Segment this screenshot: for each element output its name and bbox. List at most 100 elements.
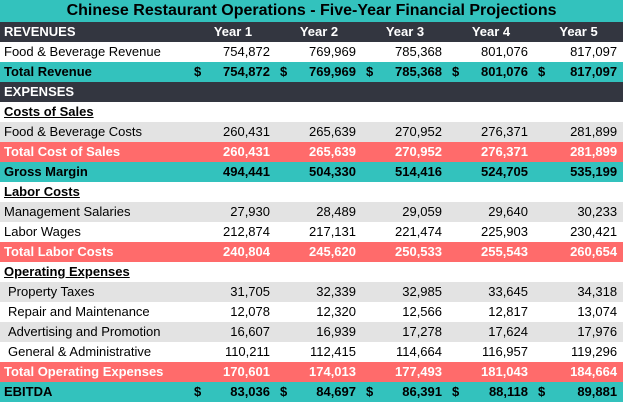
year-5-value: 817,097 <box>534 42 623 62</box>
year-5-value: 230,421 <box>534 222 623 242</box>
year-3-value: 270,952 <box>362 142 448 162</box>
year-2-value: 245,620 <box>276 242 362 262</box>
year-5-value: 119,296 <box>534 342 623 362</box>
currency-symbol: $ <box>534 382 552 402</box>
year-2-value: 84,697 <box>294 382 362 402</box>
year-3-value: 29,059 <box>362 202 448 222</box>
total-revenue-row: Total Revenue $ 754,872 $ 769,969 $ 785,… <box>0 62 623 82</box>
year-3-value: 785,368 <box>380 62 448 82</box>
year-5-value: 34,318 <box>534 282 623 302</box>
year-5-value: 13,074 <box>534 302 623 322</box>
operating-expenses-section-row: Operating Expenses <box>0 262 623 282</box>
year-1-value: 260,431 <box>190 142 276 162</box>
section-heading: Costs of Sales <box>0 102 623 122</box>
year-2-value: 769,969 <box>294 62 362 82</box>
year-1-value: 170,601 <box>190 362 276 382</box>
year-3-value: 250,533 <box>362 242 448 262</box>
year-2-value: 769,969 <box>276 42 362 62</box>
revenues-header-row: REVENUES Year 1 Year 2 Year 3 Year 4 Yea… <box>0 22 623 42</box>
labor-wages-row: Labor Wages 212,874 217,131 221,474 225,… <box>0 222 623 242</box>
currency-symbol: $ <box>276 382 294 402</box>
advertising-promotion-row: Advertising and Promotion 16,607 16,939 … <box>0 322 623 342</box>
year-3-value: 514,416 <box>362 162 448 182</box>
total-cost-of-sales-row: Total Cost of Sales 260,431 265,639 270,… <box>0 142 623 162</box>
year-3-value: 221,474 <box>362 222 448 242</box>
year-1-value: 16,607 <box>190 322 276 342</box>
year-2-value: 217,131 <box>276 222 362 242</box>
year-5-value: 89,881 <box>552 382 623 402</box>
year-4-value: 181,043 <box>448 362 534 382</box>
year-2-value: 265,639 <box>276 122 362 142</box>
year-4-value: 29,640 <box>448 202 534 222</box>
year-5-value: 17,976 <box>534 322 623 342</box>
year-3-value: 86,391 <box>380 382 448 402</box>
year-2-value: 16,939 <box>276 322 362 342</box>
revenues-label: REVENUES <box>0 22 190 42</box>
general-administrative-row: General & Administrative 110,211 112,415… <box>0 342 623 362</box>
year-3-value: 785,368 <box>362 42 448 62</box>
currency-symbol: $ <box>448 382 466 402</box>
year-4-value: 33,645 <box>448 282 534 302</box>
year-3-value: 114,664 <box>362 342 448 362</box>
row-label: Property Taxes <box>0 282 190 302</box>
section-heading: Labor Costs <box>0 182 623 202</box>
year-3-value: 32,985 <box>362 282 448 302</box>
row-label: Total Cost of Sales <box>0 142 190 162</box>
year-2-value: 28,489 <box>276 202 362 222</box>
total-labor-costs-row: Total Labor Costs 240,804 245,620 250,53… <box>0 242 623 262</box>
labor-costs-section-row: Labor Costs <box>0 182 623 202</box>
year-4-value: 17,624 <box>448 322 534 342</box>
food-beverage-costs-row: Food & Beverage Costs 260,431 265,639 27… <box>0 122 623 142</box>
row-label: EBITDA <box>0 382 190 402</box>
title-row: Chinese Restaurant Operations - Five-Yea… <box>0 0 623 22</box>
repair-maintenance-row: Repair and Maintenance 12,078 12,320 12,… <box>0 302 623 322</box>
row-label: Food & Beverage Revenue <box>0 42 190 62</box>
year-5-header: Year 5 <box>534 22 623 42</box>
expenses-header-row: EXPENSES <box>0 82 623 102</box>
year-4-header: Year 4 <box>448 22 534 42</box>
row-label: Advertising and Promotion <box>0 322 190 342</box>
expenses-label: EXPENSES <box>0 82 623 102</box>
page-title: Chinese Restaurant Operations - Five-Yea… <box>0 0 623 22</box>
year-5-value: 281,899 <box>534 142 623 162</box>
year-5-value: 184,664 <box>534 362 623 382</box>
currency-symbol: $ <box>448 62 466 82</box>
year-2-value: 12,320 <box>276 302 362 322</box>
food-beverage-revenue-row: Food & Beverage Revenue 754,872 769,969 … <box>0 42 623 62</box>
year-5-value: 260,654 <box>534 242 623 262</box>
section-heading: Operating Expenses <box>0 262 623 282</box>
year-1-value: 110,211 <box>190 342 276 362</box>
currency-symbol: $ <box>362 382 380 402</box>
row-label: Gross Margin <box>0 162 190 182</box>
year-3-value: 177,493 <box>362 362 448 382</box>
ebitda-row: EBITDA $ 83,036 $ 84,697 $ 86,391 $ 88,1… <box>0 382 623 402</box>
currency-symbol: $ <box>534 62 552 82</box>
year-4-value: 12,817 <box>448 302 534 322</box>
year-4-value: 225,903 <box>448 222 534 242</box>
year-4-value: 801,076 <box>466 62 534 82</box>
year-5-value: 30,233 <box>534 202 623 222</box>
row-label: Total Revenue <box>0 62 190 82</box>
management-salaries-row: Management Salaries 27,930 28,489 29,059… <box>0 202 623 222</box>
year-3-header: Year 3 <box>362 22 448 42</box>
year-5-value: 281,899 <box>534 122 623 142</box>
year-2-value: 32,339 <box>276 282 362 302</box>
year-1-value: 27,930 <box>190 202 276 222</box>
year-1-value: 754,872 <box>190 42 276 62</box>
property-taxes-row: Property Taxes 31,705 32,339 32,985 33,6… <box>0 282 623 302</box>
year-2-value: 504,330 <box>276 162 362 182</box>
year-5-value: 535,199 <box>534 162 623 182</box>
year-1-value: 240,804 <box>190 242 276 262</box>
year-4-value: 116,957 <box>448 342 534 362</box>
year-4-value: 276,371 <box>448 142 534 162</box>
year-1-value: 31,705 <box>190 282 276 302</box>
row-label: Labor Wages <box>0 222 190 242</box>
gross-margin-row: Gross Margin 494,441 504,330 514,416 524… <box>0 162 623 182</box>
year-5-value: 817,097 <box>552 62 623 82</box>
year-1-value: 12,078 <box>190 302 276 322</box>
year-4-value: 801,076 <box>448 42 534 62</box>
row-label: General & Administrative <box>0 342 190 362</box>
row-label: Management Salaries <box>0 202 190 222</box>
year-2-value: 265,639 <box>276 142 362 162</box>
